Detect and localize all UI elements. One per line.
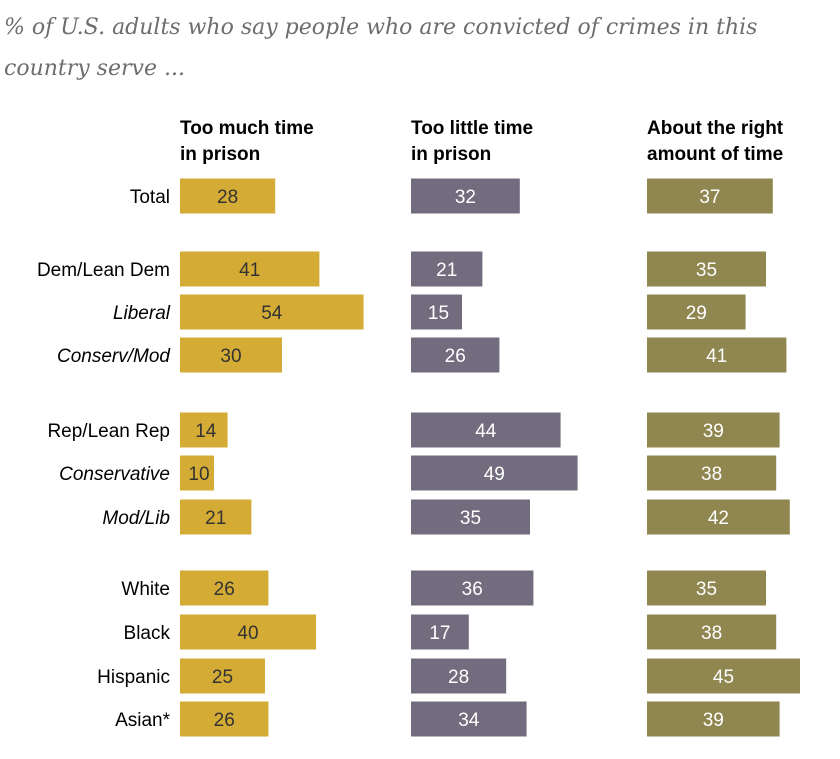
bar-value-label: 41 xyxy=(706,346,727,367)
bar-value-label: 49 xyxy=(484,464,505,485)
column-header-2-line-2: in prison xyxy=(411,144,491,165)
bar xyxy=(411,570,534,606)
bar-value-label: 35 xyxy=(696,579,717,600)
bar xyxy=(180,251,320,287)
bar-value-label: 26 xyxy=(214,579,235,600)
bar xyxy=(411,251,483,287)
bar-value-label: 39 xyxy=(703,710,724,731)
bar-value-label: 41 xyxy=(239,260,260,281)
bar xyxy=(180,499,252,535)
bar-value-label: 21 xyxy=(436,260,457,281)
bar xyxy=(411,499,530,535)
bar-value-label: 25 xyxy=(212,667,233,688)
bar-value-label: 38 xyxy=(701,464,722,485)
bar-value-label: 34 xyxy=(458,710,480,731)
bar xyxy=(180,337,282,373)
column-header-1-line-2: in prison xyxy=(180,144,260,165)
bar xyxy=(411,614,469,650)
bar-value-label: 26 xyxy=(214,710,235,731)
bar xyxy=(647,412,780,448)
bar xyxy=(647,614,777,650)
bar-value-label: 28 xyxy=(448,667,469,688)
bar-value-label: 37 xyxy=(699,187,720,208)
bar xyxy=(180,614,316,650)
bar xyxy=(411,412,561,448)
row-label: Mod/Lib xyxy=(102,508,170,529)
bar xyxy=(647,499,790,535)
bar xyxy=(647,658,800,694)
bar xyxy=(647,178,773,214)
row-label: Conserv/Mod xyxy=(57,346,171,367)
bar xyxy=(411,701,527,737)
bar xyxy=(180,294,364,330)
bar xyxy=(411,178,520,214)
bar xyxy=(180,570,269,606)
row-label: Black xyxy=(124,623,171,644)
bar-value-label: 35 xyxy=(460,508,481,529)
row-label: White xyxy=(121,579,170,600)
row-label: Dem/Lean Dem xyxy=(37,260,170,281)
bar xyxy=(180,412,228,448)
bar-value-label: 45 xyxy=(713,667,734,688)
bar-value-label: 21 xyxy=(205,508,226,529)
bar xyxy=(180,178,276,214)
bar-value-label: 26 xyxy=(445,346,466,367)
bar xyxy=(411,294,462,330)
bar xyxy=(180,701,269,737)
bar-value-label: 30 xyxy=(220,346,241,367)
chart-subtitle-line-2: country serve ... xyxy=(4,56,185,81)
bar-value-label: 17 xyxy=(429,623,450,644)
row-labels: Total Dem/Lean Dem Liberal Conserv/Mod Rep/L… xyxy=(37,187,171,731)
column-header-3-line-1: About the right xyxy=(647,118,784,139)
bar-value-label: 36 xyxy=(462,579,483,600)
bar xyxy=(411,455,578,491)
bar-value-label: 29 xyxy=(686,303,707,324)
bar-value-label: 42 xyxy=(708,508,729,529)
bar-value-label: 32 xyxy=(455,187,476,208)
bar-value-label: 39 xyxy=(703,421,724,442)
bar-value-label: 14 xyxy=(195,421,217,442)
bars: 28 41 54 30 14 10 21 26 40 25 26 32 21 15 26 44 49 35 36 17… xyxy=(180,178,800,737)
column-header-1-line-1: Too much time xyxy=(180,118,314,139)
bar xyxy=(647,251,766,287)
row-label: Total xyxy=(130,187,170,208)
row-label: Asian* xyxy=(115,710,171,731)
bar-value-label: 44 xyxy=(475,421,497,442)
column-headers: Too much time in prison Too little time in … xyxy=(180,118,784,165)
row-label: Conservative xyxy=(59,464,170,485)
bar-value-label: 10 xyxy=(188,464,209,485)
bar xyxy=(180,658,265,694)
column-header-2-line-1: Too little time xyxy=(411,118,533,139)
bar xyxy=(647,701,780,737)
bar xyxy=(411,337,500,373)
row-label: Liberal xyxy=(113,303,171,324)
bar-value-label: 38 xyxy=(701,623,722,644)
bar xyxy=(647,337,787,373)
row-label: Hispanic xyxy=(97,667,170,688)
bar-value-label: 15 xyxy=(428,303,449,324)
bar-value-label: 28 xyxy=(217,187,238,208)
bar-value-label: 54 xyxy=(261,303,283,324)
bar xyxy=(647,294,746,330)
bar xyxy=(647,570,766,606)
column-header-3-line-2: amount of time xyxy=(647,144,783,165)
bar xyxy=(411,658,507,694)
row-label: Rep/Lean Rep xyxy=(47,421,170,442)
bar-value-label: 40 xyxy=(237,623,258,644)
bar xyxy=(647,455,777,491)
chart-subtitle-line-1: % of U.S. adults who say people who are … xyxy=(4,15,757,40)
bar-value-label: 35 xyxy=(696,260,717,281)
bar xyxy=(180,455,214,491)
